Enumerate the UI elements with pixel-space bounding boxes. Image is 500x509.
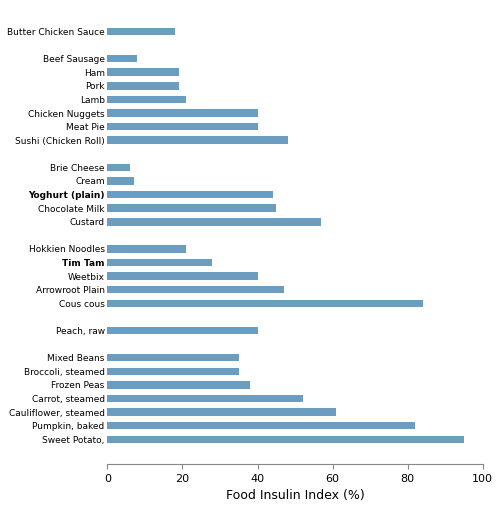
- Bar: [108, 300, 422, 307]
- Bar: [108, 245, 186, 252]
- Bar: [108, 164, 130, 171]
- Bar: [108, 191, 272, 199]
- Bar: [108, 205, 276, 212]
- Bar: [108, 136, 288, 144]
- Bar: [108, 395, 302, 402]
- Bar: [108, 96, 186, 103]
- Bar: [108, 69, 178, 76]
- Bar: [108, 27, 175, 35]
- Bar: [108, 272, 258, 280]
- Bar: [108, 259, 212, 266]
- Bar: [108, 286, 284, 294]
- Bar: [108, 408, 336, 416]
- Bar: [108, 109, 258, 117]
- Bar: [108, 55, 138, 63]
- X-axis label: Food Insulin Index (%): Food Insulin Index (%): [226, 489, 364, 502]
- Bar: [108, 123, 258, 130]
- Bar: [108, 381, 250, 389]
- Bar: [108, 218, 322, 225]
- Bar: [108, 354, 239, 361]
- Bar: [108, 422, 415, 430]
- Bar: [108, 327, 258, 334]
- Bar: [108, 82, 178, 90]
- Bar: [108, 177, 134, 185]
- Bar: [108, 436, 464, 443]
- Bar: [108, 367, 239, 375]
